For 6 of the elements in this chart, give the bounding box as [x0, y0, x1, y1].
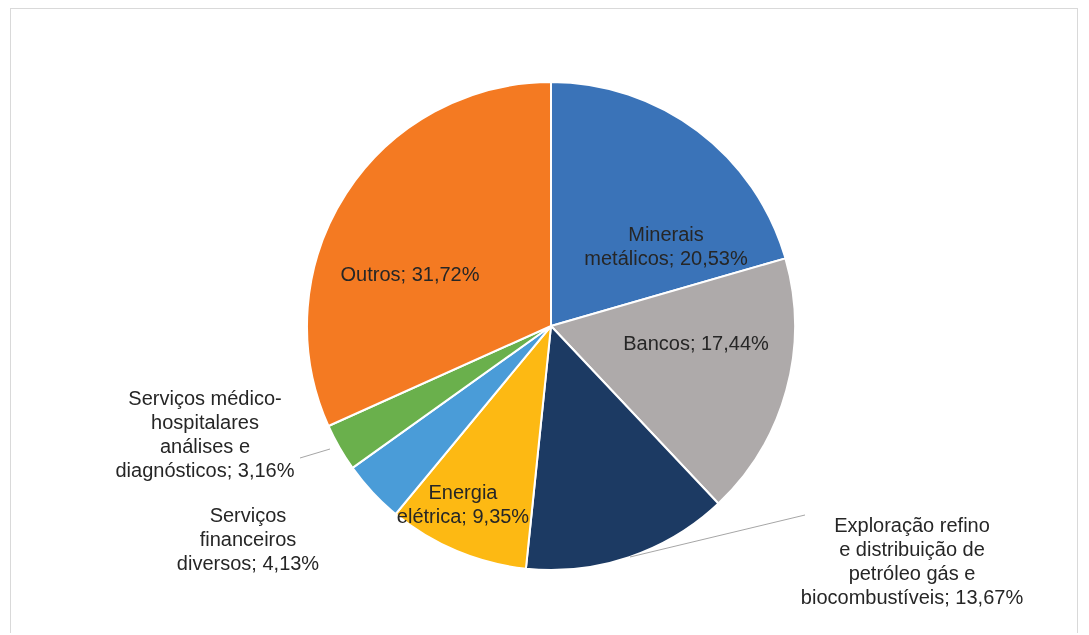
- slice-label: Bancos; 17,44%: [623, 331, 770, 354]
- slice-label: Serviços financeiros diversos; 4,13%: [176, 503, 320, 574]
- slice-label: Minerais metálicos; 20,53%: [584, 222, 748, 269]
- slice-label: Serviços médico-hospitalares análises e diagnósticos; 3,16%: [115, 386, 295, 481]
- slice-label: Exploração refino e distribuição de petróleo gás e biocombustíveis; 13,67%: [800, 513, 1024, 608]
- slice-label: Outros; 31,72%: [340, 262, 480, 285]
